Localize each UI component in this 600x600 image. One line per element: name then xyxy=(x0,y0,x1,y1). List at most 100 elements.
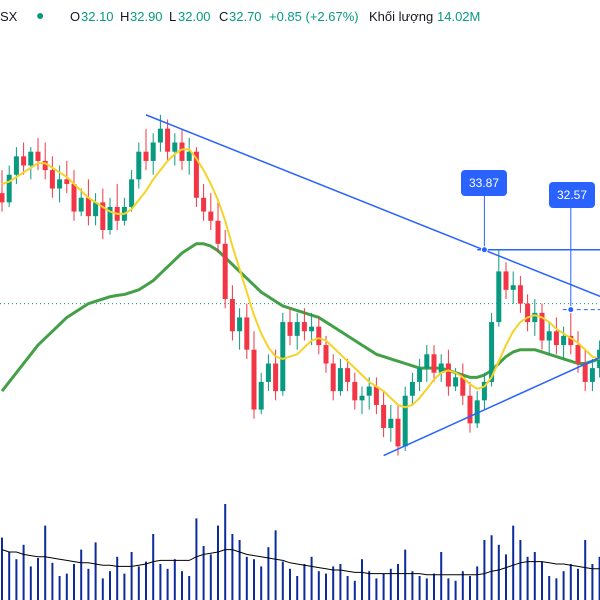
candle xyxy=(136,142,142,189)
change-value: +0.85 (+2.67%) xyxy=(269,9,359,24)
candle-body xyxy=(323,345,329,364)
candle-body xyxy=(201,197,207,212)
candle-body xyxy=(431,354,437,373)
candle xyxy=(107,197,113,235)
candle-body xyxy=(35,151,41,161)
candle-body xyxy=(237,317,243,332)
candle xyxy=(337,358,343,396)
candle-body xyxy=(28,151,34,166)
candle-body xyxy=(395,418,401,447)
candle xyxy=(582,349,588,392)
candle-body xyxy=(517,285,523,304)
candle xyxy=(215,202,221,253)
candle-body xyxy=(301,322,307,332)
candle xyxy=(481,372,487,410)
callout-point xyxy=(480,246,488,254)
candle xyxy=(186,137,192,175)
candle xyxy=(589,358,595,392)
close-value: 32.70 xyxy=(229,9,262,24)
candle-body xyxy=(78,197,84,212)
candle-body xyxy=(179,142,185,161)
candle-body xyxy=(402,395,408,447)
candle-body xyxy=(467,395,473,424)
candle xyxy=(352,372,358,410)
candle-body xyxy=(0,193,5,203)
candle-body xyxy=(553,331,559,346)
candle xyxy=(0,170,5,212)
candle xyxy=(539,303,545,350)
candle xyxy=(294,312,300,350)
candle-body xyxy=(21,156,27,166)
candle xyxy=(114,183,120,230)
candle xyxy=(301,308,307,341)
candle-body xyxy=(273,363,279,392)
candle-body xyxy=(445,363,451,387)
candle-body xyxy=(222,243,228,300)
legend-header: SX ● O 32.10 H 32.90 L 32.00 C 32.70 +0.… xyxy=(0,0,600,34)
market-status-icon: ● xyxy=(36,7,45,23)
candle-body xyxy=(568,335,574,346)
candle-body xyxy=(6,174,12,203)
candle xyxy=(402,386,408,451)
candle-body xyxy=(215,220,221,244)
candle-body xyxy=(280,322,286,392)
candle-body xyxy=(287,322,293,336)
candle xyxy=(525,294,531,332)
candle-body xyxy=(258,381,264,410)
price-pane xyxy=(0,114,600,456)
candle-body xyxy=(49,170,55,189)
candle-body xyxy=(510,285,516,290)
candle xyxy=(381,391,387,438)
symbol-label[interactable]: SX xyxy=(0,9,18,24)
candle xyxy=(42,142,48,180)
candle xyxy=(388,404,394,442)
ma-slow-line xyxy=(0,242,600,393)
candle xyxy=(359,386,365,415)
candle-body xyxy=(489,322,495,382)
candle-body xyxy=(42,160,48,171)
candle xyxy=(273,349,279,401)
candle-body xyxy=(13,156,19,175)
candle xyxy=(6,165,12,207)
candle xyxy=(373,377,379,415)
volume-ma-line xyxy=(1,549,600,576)
candle-body xyxy=(294,322,300,336)
volume-pane xyxy=(1,504,600,600)
candle-body xyxy=(129,179,135,207)
candle xyxy=(489,312,495,387)
candle-body xyxy=(71,183,77,212)
candle xyxy=(561,326,567,359)
candle xyxy=(165,119,171,161)
ma-fast-line xyxy=(1,148,600,409)
candle-body xyxy=(57,179,63,189)
candle-body xyxy=(589,368,595,382)
candle-body xyxy=(193,151,199,198)
candle-body xyxy=(561,335,567,346)
candle xyxy=(129,170,135,212)
candle xyxy=(467,381,473,433)
candle xyxy=(424,345,430,382)
candle-body xyxy=(474,400,480,424)
low-label: L xyxy=(169,9,177,24)
candle xyxy=(345,358,351,392)
candle xyxy=(532,299,538,336)
candle-body xyxy=(64,179,70,184)
candle xyxy=(417,358,423,392)
candle xyxy=(568,309,574,355)
open-label: O xyxy=(70,9,81,24)
candle-body xyxy=(438,363,444,373)
candle xyxy=(265,354,271,392)
candle-body xyxy=(100,202,106,230)
candle xyxy=(553,317,559,355)
candle-body xyxy=(575,345,581,364)
candle xyxy=(503,262,509,300)
candle-body xyxy=(244,317,250,350)
high-value: 32.90 xyxy=(130,9,163,24)
candle xyxy=(93,193,99,226)
candle xyxy=(316,317,322,355)
callout-box xyxy=(461,170,507,196)
candle xyxy=(323,335,329,373)
candle xyxy=(28,147,34,180)
candle xyxy=(85,179,91,226)
